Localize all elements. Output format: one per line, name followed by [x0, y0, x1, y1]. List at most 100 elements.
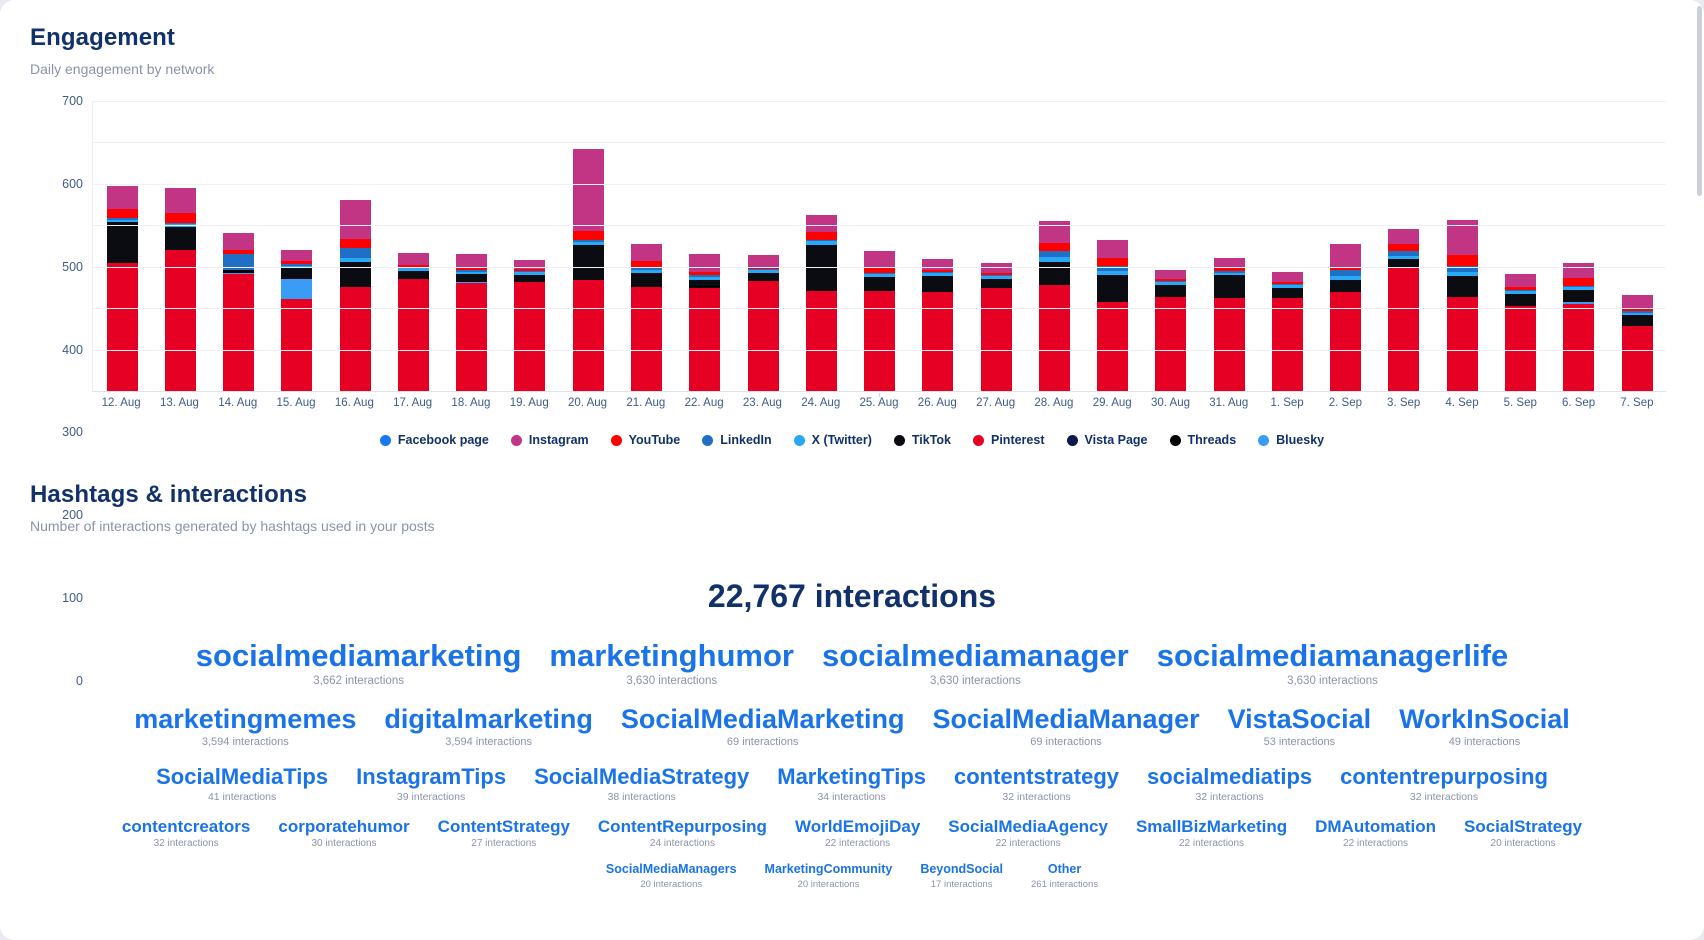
chart-bar-segment[interactable] [980, 275, 1012, 277]
chart-bar-segment[interactable] [1155, 296, 1187, 391]
chart-bar-segment[interactable] [339, 286, 371, 391]
chart-bar-segment[interactable] [223, 233, 255, 250]
hashtag-label[interactable]: InstagramTips [356, 763, 507, 789]
chart-bar-segment[interactable] [1388, 229, 1420, 244]
chart-stacked-bar[interactable] [1388, 229, 1420, 391]
chart-bar-segment[interactable] [805, 291, 837, 391]
chart-bar-segment[interactable] [456, 268, 488, 271]
chart-bar-segment[interactable] [514, 274, 546, 283]
chart-bar-segment[interactable] [1213, 272, 1245, 276]
chart-bar-segment[interactable] [1213, 271, 1245, 273]
chart-bar-segment[interactable] [980, 262, 1012, 273]
hashtag-label[interactable]: corporatehumor [278, 816, 410, 836]
chart-bar-segment[interactable] [805, 239, 837, 242]
chart-bar-segment[interactable] [864, 268, 896, 273]
chart-bar-segment[interactable] [1621, 309, 1653, 312]
hashtag-label[interactable]: WorkInSocial [1399, 703, 1570, 734]
hashtag-item[interactable]: WorkInSocial 49 interactions [1385, 703, 1584, 749]
chart-bar-segment[interactable] [456, 274, 488, 282]
hashtag-item[interactable]: SocialMediaMarketing 69 interactions [607, 703, 919, 749]
chart-bar-segment[interactable] [397, 279, 429, 391]
chart-bar-segment[interactable] [514, 270, 546, 273]
legend-item-tiktok[interactable]: TikTok [893, 433, 951, 447]
chart-bar-segment[interactable] [572, 245, 604, 280]
chart-bar-segment[interactable] [631, 269, 663, 273]
chart-bar-segment[interactable] [164, 250, 196, 391]
chart-bar-segment[interactable] [281, 264, 313, 266]
hashtag-label[interactable]: contentrepurposing [1340, 763, 1548, 789]
chart-bar-segment[interactable] [572, 231, 604, 241]
chart-bar-segment[interactable] [1155, 269, 1187, 279]
chart-bar-segment[interactable] [1621, 312, 1653, 316]
chart-bar-segment[interactable] [980, 288, 1012, 391]
chart-stacked-bar[interactable] [1621, 295, 1653, 391]
chart-stacked-bar[interactable] [864, 251, 896, 391]
chart-bar-segment[interactable] [1563, 304, 1595, 391]
hashtag-item[interactable]: BeyondSocial 17 interactions [906, 863, 1017, 890]
chart-bar-segment[interactable] [223, 253, 255, 271]
chart-bar-segment[interactable] [281, 299, 313, 391]
hashtag-item[interactable]: WorldEmojiDay 22 interactions [781, 816, 934, 850]
hashtag-label[interactable]: marketinghumor [549, 638, 795, 673]
hashtag-item[interactable]: ContentStrategy 27 interactions [424, 816, 584, 850]
chart-bar-segment[interactable] [1097, 240, 1129, 259]
chart-bar-segment[interactable] [922, 291, 954, 391]
chart-bar-segment[interactable] [922, 269, 954, 272]
chart-bar-segment[interactable] [106, 222, 138, 263]
legend-item-pinterest[interactable]: Pinterest [973, 433, 1045, 447]
legend-item-vista-page[interactable]: Vista Page [1066, 433, 1148, 447]
chart-bar-column[interactable] [1142, 101, 1200, 391]
hashtag-item[interactable]: contentcreators 32 interactions [108, 817, 264, 850]
chart-bar-segment[interactable] [1621, 295, 1653, 310]
hashtag-label[interactable]: Other [1047, 862, 1082, 877]
chart-stacked-bar[interactable] [281, 249, 313, 391]
chart-bar-segment[interactable] [864, 291, 896, 391]
hashtag-label[interactable]: ContentStrategy [437, 816, 570, 836]
chart-bar-segment[interactable] [1271, 288, 1303, 299]
chart-bar-segment[interactable] [1505, 289, 1536, 291]
chart-bar-column[interactable] [617, 101, 675, 391]
hashtag-label[interactable]: WorldEmojiDay [794, 816, 921, 836]
chart-bar-segment[interactable] [922, 258, 954, 270]
hashtag-label[interactable]: DMAutomation [1315, 816, 1436, 836]
chart-bar-segment[interactable] [1097, 275, 1129, 302]
hashtag-label[interactable]: SocialMediaManagers [605, 862, 737, 877]
hashtag-label[interactable]: ContentRepurposing [597, 816, 767, 836]
legend-item-linkedin[interactable]: LinkedIn [702, 433, 772, 447]
chart-stacked-bar[interactable] [397, 253, 429, 391]
chart-bar-segment[interactable] [1388, 267, 1420, 391]
chart-bar-column[interactable] [443, 101, 501, 391]
chart-bar-segment[interactable] [922, 271, 954, 273]
chart-stacked-bar[interactable] [689, 253, 721, 391]
hashtag-label[interactable]: SocialMediaMarketing [620, 703, 905, 734]
chart-bar-segment[interactable] [164, 222, 196, 225]
chart-bar-column[interactable] [210, 101, 268, 391]
chart-bar-segment[interactable] [456, 281, 488, 284]
chart-bar-column[interactable] [909, 101, 967, 391]
chart-bar-segment[interactable] [339, 200, 371, 240]
chart-bar-segment[interactable] [747, 267, 779, 270]
chart-bar-column[interactable] [326, 101, 384, 391]
hashtag-item[interactable]: MarketingTips 34 interactions [763, 765, 940, 803]
legend-item-threads[interactable]: Threads [1169, 433, 1236, 447]
chart-bar-segment[interactable] [864, 251, 896, 269]
chart-bar-segment[interactable] [1155, 282, 1187, 286]
chart-bar-segment[interactable] [1155, 278, 1187, 282]
hashtag-item[interactable]: DMAutomation 22 interactions [1301, 816, 1450, 850]
hashtag-item[interactable]: digitalmarketing 3,594 interactions [370, 704, 607, 749]
chart-bar-segment[interactable] [514, 272, 546, 275]
chart-bar-segment[interactable] [572, 240, 604, 242]
chart-bar-segment[interactable] [631, 268, 663, 270]
chart-bar-segment[interactable] [281, 261, 313, 265]
chart-bar-column[interactable] [501, 101, 559, 391]
chart-bar-segment[interactable] [1271, 282, 1303, 285]
chart-bar-segment[interactable] [631, 261, 663, 269]
chart-bar-segment[interactable] [223, 273, 255, 391]
chart-bar-column[interactable] [151, 101, 209, 391]
chart-bar-segment[interactable] [164, 226, 196, 251]
chart-bar-segment[interactable] [1271, 285, 1303, 289]
chart-bar-segment[interactable] [339, 247, 371, 259]
chart-bar-segment[interactable] [106, 262, 138, 391]
vertical-scrollbar[interactable] [1697, 6, 1702, 196]
chart-bar-segment[interactable] [747, 254, 779, 268]
